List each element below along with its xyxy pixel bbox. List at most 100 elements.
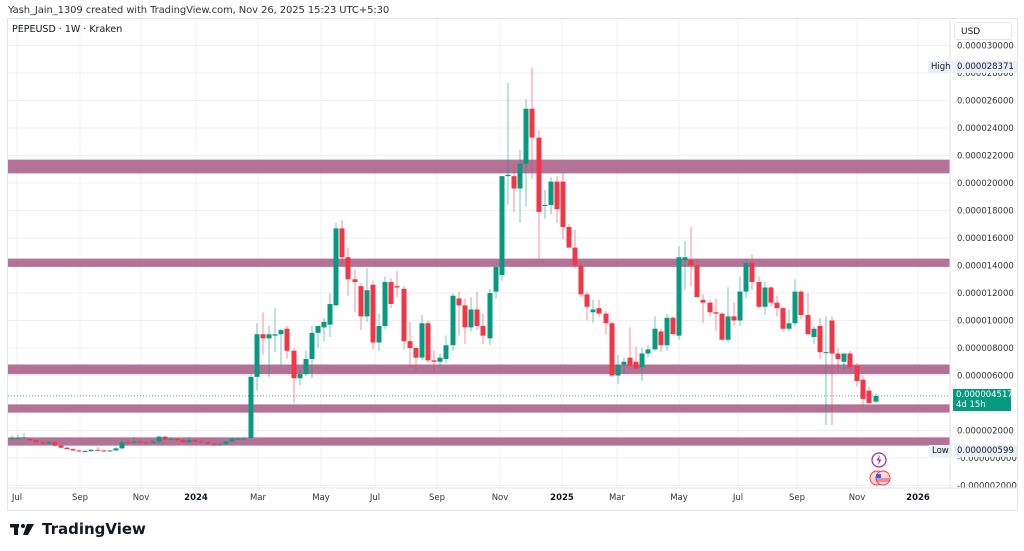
candle-down <box>609 323 615 376</box>
candle-up <box>382 282 388 326</box>
candle-up <box>82 451 88 453</box>
candle-up <box>443 345 449 359</box>
candle-down <box>125 442 131 444</box>
candle-up <box>676 257 682 336</box>
candle-down <box>143 442 149 444</box>
time-tick-label: 2025 <box>550 493 574 503</box>
candle-down <box>707 302 713 313</box>
candle-up <box>437 357 443 362</box>
time-tick-label: Jul <box>11 493 22 503</box>
price-tick-label: 0.000006000 <box>957 372 1014 382</box>
time-tick-label: 2026 <box>906 493 930 503</box>
candle-down <box>370 284 376 343</box>
candle-up <box>113 448 119 451</box>
candle-up <box>590 309 596 313</box>
chart-frame <box>7 18 1018 511</box>
price-zone-rectangle[interactable] <box>8 437 950 446</box>
time-tick-label: Mar <box>250 493 267 503</box>
price-tick-label: 0.000024000 <box>957 124 1014 134</box>
price-tick-label: -0.000002000 <box>957 482 1017 492</box>
time-tick-label: Sep <box>429 493 445 503</box>
time-tick-label: Nov <box>492 493 509 503</box>
candle-down <box>529 108 535 138</box>
candle-down <box>407 341 413 348</box>
tradingview-logo-icon <box>10 523 34 535</box>
candle-down <box>101 450 107 452</box>
price-tick-label: 0.000012000 <box>957 289 1014 299</box>
candle-down <box>40 442 46 444</box>
candle-down <box>756 282 762 307</box>
candle-down <box>180 440 186 443</box>
candle-down <box>713 312 719 314</box>
price-tick-label: 0.000016000 <box>957 234 1014 244</box>
time-axis: Jul Sep Nov 2024 Mar May Jul Sep Nov 2025 Mar May Ju… <box>11 493 930 503</box>
lightning-event-icon[interactable] <box>871 452 887 468</box>
candle-up <box>156 436 162 442</box>
price-zone-rectangle[interactable] <box>8 364 950 375</box>
candle-up <box>621 361 627 365</box>
candle-down <box>95 449 101 451</box>
price-zone-rectangle[interactable] <box>8 258 950 267</box>
price-tick-label: 0.000020000 <box>957 179 1014 189</box>
candle-up <box>15 438 21 440</box>
candle-up <box>248 376 254 439</box>
candle-down <box>462 305 468 328</box>
candle-up <box>278 330 284 335</box>
candle-up <box>327 304 333 325</box>
bar-countdown: 4d 15h <box>956 400 986 410</box>
candle-up <box>364 290 370 317</box>
candle-up <box>46 442 52 444</box>
price-zone-rectangle[interactable] <box>8 404 950 413</box>
candle-down <box>388 282 394 304</box>
price-zone-rectangle[interactable] <box>8 159 950 174</box>
candle-up <box>107 450 113 452</box>
candle-down <box>76 450 82 452</box>
time-tick-label: Sep <box>72 493 88 503</box>
support-resistance-zones <box>8 159 950 446</box>
candle-up <box>468 309 474 328</box>
price-tick-label: 0.000030000 <box>957 42 1014 52</box>
candle-up <box>297 374 303 379</box>
price-tick-label: 0.000022000 <box>957 152 1014 162</box>
brand-name: TradingView <box>42 520 146 538</box>
candle-down <box>627 357 633 366</box>
candle-up <box>217 444 223 446</box>
candle-down <box>768 287 774 303</box>
time-tick-label: Jul <box>732 493 743 503</box>
candle-down <box>688 260 694 266</box>
candle-up <box>487 293 493 339</box>
candle-down <box>401 288 407 342</box>
candle-down <box>511 176 517 189</box>
candle-down <box>58 445 64 448</box>
currency-selector[interactable]: USD <box>954 22 1012 40</box>
candlesticks <box>9 67 879 453</box>
candle-up <box>333 228 339 306</box>
candle-up <box>725 316 731 340</box>
candle-up <box>21 437 27 439</box>
candle-down <box>731 316 737 321</box>
tradingview-logo[interactable]: TradingView <box>10 520 146 538</box>
candle-down <box>805 315 811 335</box>
candle-up <box>150 441 156 443</box>
candle-down <box>137 441 143 443</box>
candle-up <box>762 287 768 307</box>
candle-up <box>229 438 235 442</box>
low-tag: Low <box>929 445 952 457</box>
time-tick-label: May <box>670 493 688 503</box>
candle-up <box>9 438 15 440</box>
high-value: 0.000028371 <box>954 61 1017 73</box>
price-tick-label: -0.000000000 <box>957 454 1017 464</box>
candle-down <box>198 441 204 443</box>
time-tick-label: Nov <box>133 493 150 503</box>
candle-down <box>456 298 462 306</box>
us-flag-economic-event-icon[interactable] <box>869 470 893 486</box>
time-tick-label: Jul <box>369 493 380 503</box>
price-tick-label: 0.000026000 <box>957 97 1014 107</box>
candle-down <box>64 447 70 450</box>
time-tick-label: Sep <box>789 493 805 503</box>
candle-up <box>131 441 137 443</box>
candle-up <box>223 441 229 445</box>
candle-down <box>560 181 566 227</box>
candle-up <box>786 323 792 329</box>
